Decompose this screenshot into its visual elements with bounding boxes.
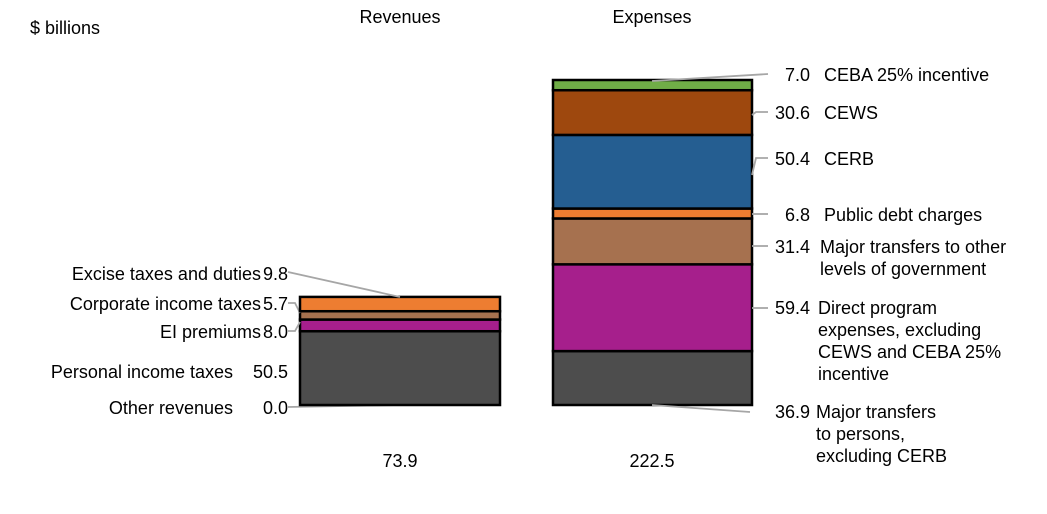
total-label-expenses: 222.5 <box>629 451 674 471</box>
segment-name-personal-income-taxes: Personal income taxes <box>51 362 233 382</box>
data-label-cews: 30.6 <box>775 103 810 123</box>
y-axis-label: $ billions <box>30 18 100 38</box>
data-label-excise-taxes-and-duties: 9.8 <box>263 264 288 284</box>
leader-line-cerb <box>751 157 768 176</box>
data-label-ei-premiums: 8.0 <box>263 322 288 342</box>
segment-name-ei-premiums: EI premiums <box>160 322 261 342</box>
bar-segment-cerb <box>551 133 754 210</box>
bar-segment-major-transfers-to-other-levels-of-government <box>551 217 754 266</box>
data-label-major-transfers-to-other-levels-of-government: 31.4 <box>775 237 810 257</box>
segment-name-cews: CEWS <box>824 103 878 123</box>
segment-name-ceba-25-incentive: CEBA 25% incentive <box>824 65 989 85</box>
segment-name-corporate-income-taxes: Corporate income taxes <box>70 294 261 314</box>
total-label-revenues: 73.9 <box>382 451 417 471</box>
data-label-personal-income-taxes: 50.5 <box>253 362 288 382</box>
bar-segment-excise-taxes-and-duties <box>298 295 502 313</box>
segment-name-excise-taxes-and-duties: Excise taxes and duties <box>72 264 261 284</box>
leader-line-excise-taxes-and-duties <box>287 271 401 298</box>
data-label-other-revenues: 0.0 <box>263 398 288 418</box>
leader-line-cews <box>751 111 768 116</box>
segment-name-other-revenues: Other revenues <box>109 398 233 418</box>
data-label-major-transfers-to-persons-excluding-cerb: 36.9 <box>775 402 810 422</box>
leader-line-ei-premiums <box>288 321 301 332</box>
segment-name-public-debt-charges: Public debt charges <box>824 205 982 225</box>
data-label-corporate-income-taxes: 5.7 <box>263 294 288 314</box>
segment-name-major-transfers-to-other-levels-of-government: Major transfers to other levels of govern… <box>820 237 1006 279</box>
category-label-revenues: Revenues <box>359 7 440 27</box>
bar-segment-personal-income-taxes <box>298 329 502 407</box>
leader-line-ceba-25-incentive <box>651 73 769 82</box>
data-label-public-debt-charges: 6.8 <box>785 205 810 225</box>
data-label-cerb: 50.4 <box>775 149 810 169</box>
leader-line-major-transfers-to-persons-excluding-cerb <box>651 404 751 413</box>
bar-segment-ei-premiums <box>298 318 502 333</box>
leader-line-corporate-income-taxes <box>288 302 301 314</box>
segment-name-cerb: CERB <box>824 149 874 169</box>
category-label-expenses: Expenses <box>612 7 691 27</box>
data-label-direct-program-expenses-excluding-cews-and-ceba-25-incentive: 59.4 <box>775 298 810 318</box>
segment-name-major-transfers-to-persons-excluding-cerb: Major transfers to persons, excluding CERB <box>816 402 947 466</box>
segment-name-direct-program-expenses-excluding-cews-and-ceba-25-incentive: Direct program expenses, excluding CEWS an… <box>818 298 1001 384</box>
data-label-ceba-25-incentive: 7.0 <box>785 65 810 85</box>
bar-segment-public-debt-charges <box>551 207 754 220</box>
bar-segment-ceba-25-incentive <box>551 78 754 92</box>
bar-segment-major-transfers-to-persons-excluding-cerb <box>551 349 754 407</box>
bar-segment-cews <box>551 88 754 137</box>
bar-segment-direct-program-expenses-excluding-cews-and-ceba-25-incentive <box>551 263 754 353</box>
